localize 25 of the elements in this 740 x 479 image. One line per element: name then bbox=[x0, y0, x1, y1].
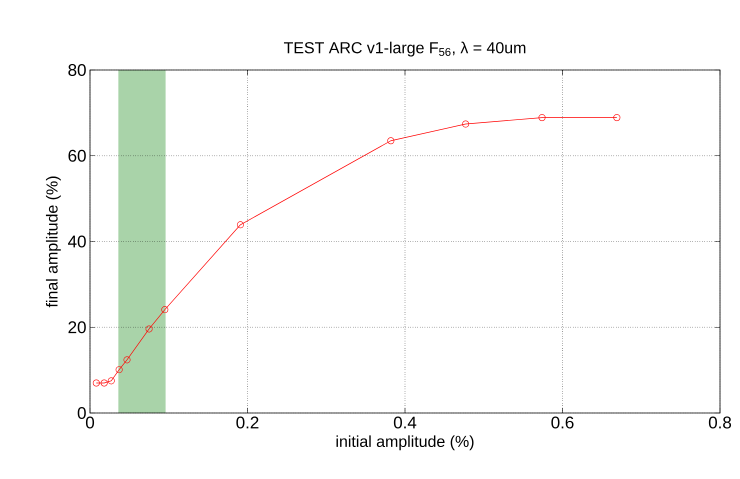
x-tick-label: 0.2 bbox=[236, 416, 258, 429]
point bbox=[100, 380, 108, 386]
point bbox=[236, 221, 244, 228]
y-axis-title: final amplitude (%) bbox=[46, 176, 61, 308]
x-tick-label: 0 bbox=[86, 416, 94, 429]
point bbox=[387, 137, 394, 144]
y-tick-label: 40 bbox=[68, 236, 86, 248]
point bbox=[538, 114, 546, 122]
point bbox=[92, 380, 100, 386]
point bbox=[146, 325, 153, 332]
y-tick-label: 80 bbox=[68, 64, 86, 76]
point bbox=[108, 377, 115, 384]
y-tick-label: 0 bbox=[78, 407, 86, 419]
point bbox=[613, 114, 620, 122]
point bbox=[161, 306, 168, 314]
y-tick-label: 20 bbox=[68, 321, 86, 334]
point bbox=[116, 366, 123, 374]
x-tick-label: 0.4 bbox=[394, 416, 416, 429]
x-tick-label: 0.6 bbox=[551, 416, 574, 429]
x-axis-title: initial amplitude (%) bbox=[336, 435, 474, 450]
y-tick-label: 60 bbox=[68, 150, 86, 162]
chart-title: TEST ARC v1-large F$_{56}$, λ = 40um bbox=[284, 42, 526, 57]
point bbox=[124, 356, 130, 364]
point bbox=[462, 120, 470, 128]
x-tick-label: 0.8 bbox=[708, 416, 732, 429]
